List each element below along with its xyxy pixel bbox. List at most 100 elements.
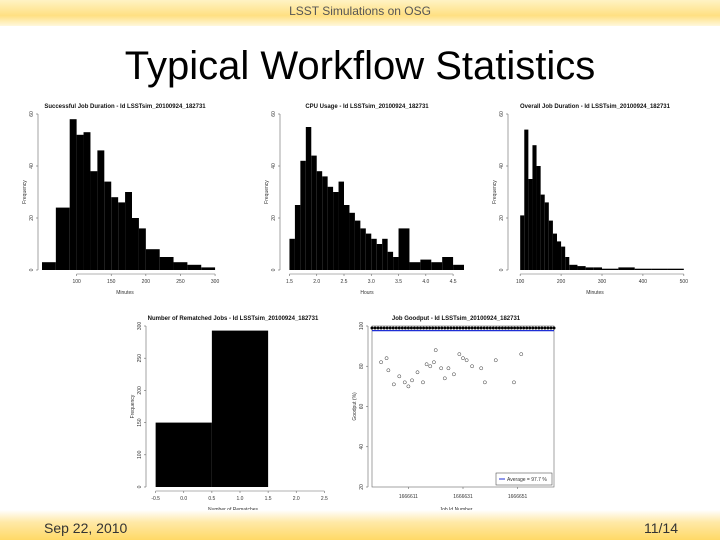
histogram-bar bbox=[365, 233, 372, 270]
histogram-bar bbox=[104, 181, 112, 270]
scatter-point bbox=[476, 326, 480, 330]
scatter-point bbox=[384, 356, 389, 361]
scatter-point bbox=[467, 326, 471, 330]
x-tick-label: 0.5 bbox=[208, 496, 215, 502]
x-tick-label: -0.5 bbox=[151, 496, 160, 502]
scatter-point bbox=[439, 366, 444, 371]
scatter-point bbox=[537, 326, 541, 330]
histogram-bar bbox=[155, 422, 212, 487]
scatter-point bbox=[406, 384, 411, 389]
chart-svg: Overall Job Duration - Id LSSTsim_201009… bbox=[492, 104, 689, 296]
x-axis-label: Minutes bbox=[586, 290, 604, 296]
scatter-point bbox=[464, 326, 468, 330]
histogram-bar bbox=[83, 132, 91, 270]
histogram-bar bbox=[327, 186, 334, 270]
histogram-bar bbox=[442, 257, 454, 270]
histogram-bar bbox=[398, 228, 410, 270]
scatter-point bbox=[434, 326, 438, 330]
histogram-bar bbox=[376, 244, 383, 270]
x-tick-label: 500 bbox=[680, 279, 689, 285]
scatter-point bbox=[376, 326, 380, 330]
histogram-bar bbox=[520, 215, 525, 270]
legend-label: Average = 97.7 % bbox=[507, 477, 547, 483]
histogram-bar bbox=[387, 251, 394, 270]
histogram-bar bbox=[344, 205, 350, 270]
histogram-bar bbox=[540, 194, 545, 270]
scatter-point bbox=[452, 326, 456, 330]
scatter-point bbox=[543, 326, 547, 330]
y-tick-label: 0 bbox=[499, 268, 505, 271]
histogram-bar bbox=[420, 259, 432, 270]
x-axis-label: Hours bbox=[360, 290, 374, 296]
scatter-point bbox=[491, 326, 495, 330]
histogram-bar bbox=[569, 264, 578, 270]
scatter-point bbox=[512, 380, 516, 385]
chart-svg: Number of Rematched Jobs - Id LSSTsim_20… bbox=[130, 316, 328, 513]
scatter-point bbox=[415, 370, 420, 375]
scatter-point bbox=[552, 326, 556, 330]
histogram-bar bbox=[431, 262, 443, 270]
histogram-bar bbox=[349, 212, 355, 270]
scatter-point bbox=[397, 326, 401, 330]
scatter-point bbox=[513, 326, 517, 330]
scatter-point bbox=[497, 326, 501, 330]
x-tick-label: 1.5 bbox=[265, 496, 272, 502]
histogram-bar bbox=[289, 238, 295, 270]
y-tick-label: 300 bbox=[137, 322, 143, 331]
histogram-bar bbox=[602, 268, 619, 270]
y-tick-label: 60 bbox=[359, 404, 365, 410]
histogram-bar bbox=[557, 241, 562, 270]
histogram-bar bbox=[409, 262, 421, 270]
histogram-bar bbox=[138, 228, 146, 270]
x-tick-label: 4.0 bbox=[422, 279, 429, 285]
scatter-point bbox=[455, 326, 459, 330]
scatter-point bbox=[493, 358, 498, 363]
legend-box bbox=[495, 472, 553, 486]
y-tick-label: 40 bbox=[499, 163, 505, 169]
y-axis-label: Frequency bbox=[264, 180, 270, 204]
scatter-point bbox=[470, 364, 474, 369]
x-tick-label: 200 bbox=[557, 279, 566, 285]
scatter-point bbox=[464, 358, 469, 363]
scatter-point bbox=[440, 326, 444, 330]
scatter-point bbox=[385, 326, 389, 330]
scatter-point bbox=[507, 326, 510, 330]
histogram-bar bbox=[173, 262, 188, 270]
histogram-bar bbox=[528, 179, 533, 270]
scatter-point bbox=[494, 326, 498, 330]
y-tick-label: 20 bbox=[271, 215, 277, 221]
y-tick-label: 250 bbox=[137, 354, 143, 363]
scatter-point bbox=[461, 356, 465, 361]
scatter-point bbox=[379, 360, 383, 365]
scatter-point bbox=[421, 380, 425, 385]
histogram-bar bbox=[125, 192, 132, 270]
scatter-point bbox=[461, 326, 465, 330]
histogram-bar bbox=[532, 145, 537, 270]
x-tick-label: 300 bbox=[211, 279, 220, 285]
scatter-point bbox=[428, 326, 432, 330]
scatter-point bbox=[416, 326, 419, 330]
x-tick-label: 300 bbox=[598, 279, 607, 285]
scatter-point bbox=[470, 326, 474, 330]
histogram-bar bbox=[211, 330, 269, 487]
scatter-point bbox=[516, 326, 520, 330]
histogram-bar bbox=[111, 197, 119, 270]
histogram-bar bbox=[536, 166, 541, 270]
scatter-point bbox=[479, 326, 483, 330]
y-tick-label: 20 bbox=[499, 215, 505, 221]
scatter-point bbox=[458, 326, 462, 330]
histogram-bar bbox=[55, 207, 70, 270]
scatter-point bbox=[519, 352, 524, 357]
histogram-bar bbox=[316, 171, 323, 270]
histogram-bar bbox=[565, 257, 570, 270]
scatter-point bbox=[482, 326, 486, 330]
y-axis-label: Frequency bbox=[492, 180, 498, 204]
scatter-point bbox=[379, 326, 383, 330]
histogram-bar bbox=[453, 264, 464, 270]
scatter-point bbox=[446, 326, 450, 330]
x-tick-label: 3.0 bbox=[368, 279, 375, 285]
scatter-point bbox=[528, 326, 532, 330]
histogram-bar bbox=[305, 127, 312, 270]
x-tick-label: 0.0 bbox=[180, 496, 187, 502]
footer-bar bbox=[0, 510, 720, 540]
